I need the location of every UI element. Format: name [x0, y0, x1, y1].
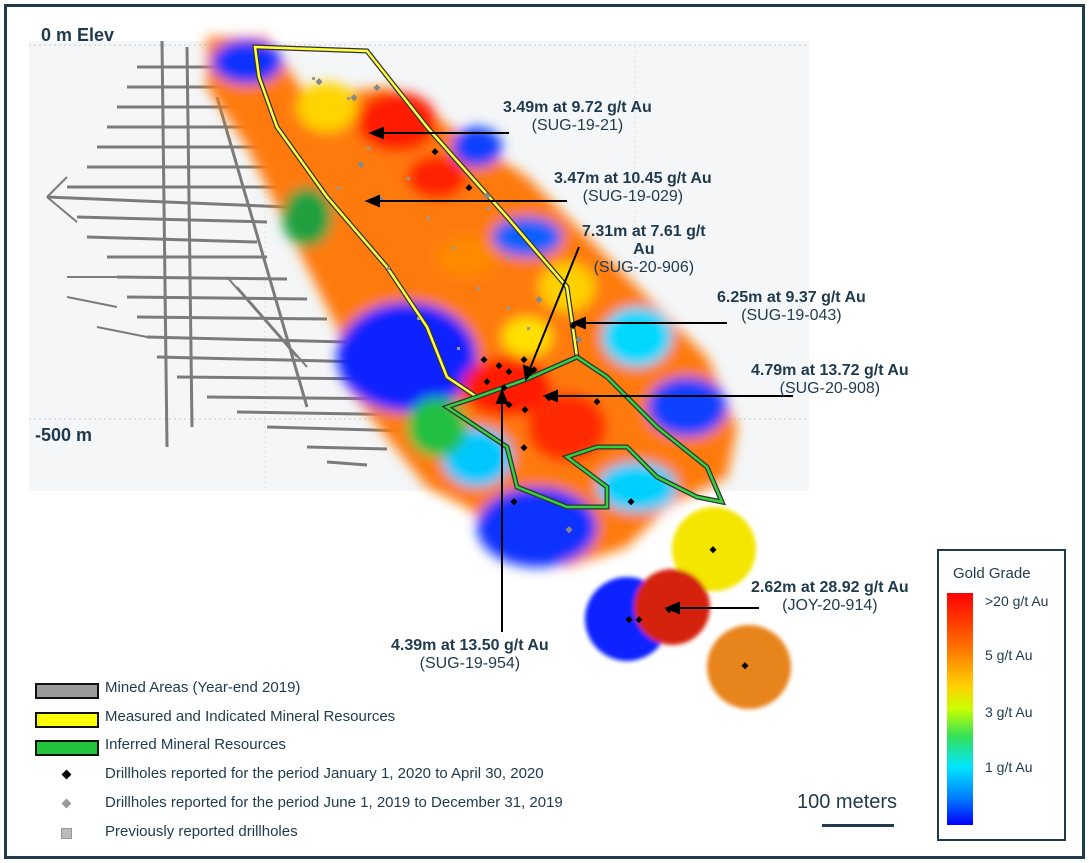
drillholes-2020	[431, 148, 749, 670]
legend-label: Measured and Indicated Mineral Resources	[105, 708, 396, 725]
legend-item-drill-2019: Drillholes reported for the period June …	[33, 794, 673, 816]
callout-sug-20-908: 4.79m at 13.72 g/t Au (SUG-20-908)	[751, 362, 909, 398]
legend-item-inferred: Inferred Mineral Resources	[33, 736, 673, 758]
scale-bar-line	[822, 824, 894, 827]
grade-tick-label: 3 g/t Au	[985, 704, 1033, 720]
inferred-outline	[444, 355, 725, 509]
legend-item-measured: Measured and Indicated Mineral Resources	[33, 708, 673, 730]
callout-intercept: 6.25m at 9.37 g/t Au	[717, 289, 866, 306]
callout-sug-19-043: 6.25m at 9.37 g/t Au (SUG-19-043)	[717, 289, 866, 325]
gold-grade-color-ramp	[947, 593, 973, 825]
callout-intercept: 3.49m at 9.72 g/t Au	[503, 99, 652, 116]
measured-swatch	[35, 712, 99, 728]
callout-hole-id: (SUG-19-954)	[419, 655, 521, 672]
elevation-bottom-label: -500 m	[35, 425, 93, 445]
callout-hole-id: (SUG-20-908)	[779, 380, 881, 397]
callout-hole-id: (SUG-20-906)	[593, 259, 695, 276]
callout-intercept: 4.39m at 13.50 g/t Au	[391, 637, 549, 654]
callout-joy-20-914: 2.62m at 28.92 g/t Au (JOY-20-914)	[751, 579, 909, 615]
callout-intercept: 2.62m at 28.92 g/t Au	[751, 579, 909, 596]
legend-item-mined: Mined Areas (Year-end 2019)	[33, 679, 673, 701]
mined-swatch	[35, 683, 99, 699]
grade-tick-label: >20 g/t Au	[985, 593, 1049, 609]
inferred-swatch	[35, 740, 99, 756]
legend-label: Mined Areas (Year-end 2019)	[105, 679, 301, 696]
mined-areas	[46, 40, 418, 467]
callout-hole-id: (JOY-20-914)	[782, 597, 878, 614]
legend-label: Drillholes reported for the period June …	[105, 794, 563, 811]
legend-item-drill-2020: Drillholes reported for the period Janua…	[33, 765, 673, 787]
long-section-map	[29, 37, 809, 709]
grade-tick-label: 1 g/t Au	[985, 759, 1033, 775]
gold-grade-legend: Gold Grade >20 g/t Au 5 g/t Au 3 g/t Au …	[937, 549, 1066, 841]
legend-label: Drillholes reported for the period Janua…	[105, 765, 544, 782]
callout-sug-19-954: 4.39m at 13.50 g/t Au (SUG-19-954)	[391, 637, 549, 673]
callout-intercept: 4.79m at 13.72 g/t Au	[751, 362, 909, 379]
callout-hole-id: (SUG-19-21)	[531, 117, 624, 134]
map-frame: 0 m Elev -500 m 3.49m at 9.72 g/t Au (SU…	[4, 4, 1085, 859]
legend-item-drill-previous: Previously reported drillholes	[33, 823, 673, 845]
callout-intercept: 3.47m at 10.45 g/t Au	[554, 170, 712, 187]
legend-label: Inferred Mineral Resources	[105, 736, 286, 753]
callout-sug-20-906: 7.31m at 7.61 g/t Au (SUG-20-906)	[582, 223, 706, 277]
callout-intercept-cont: Au	[633, 241, 655, 258]
callout-intercept: 7.31m at 7.61 g/t	[582, 223, 706, 240]
elevation-top-label: 0 m Elev	[41, 25, 115, 45]
previous-drillholes	[312, 77, 530, 350]
callout-arrows	[364, 126, 793, 632]
scale-bar-label: 100 meters	[797, 791, 898, 813]
callout-sug-19-029: 3.47m at 10.45 g/t Au (SUG-19-029)	[554, 170, 712, 206]
grey-diamond-icon	[61, 798, 72, 809]
grade-tick-label: 5 g/t Au	[985, 647, 1033, 663]
grey-square-icon	[61, 828, 72, 839]
gold-grade-title: Gold Grade	[953, 565, 1031, 582]
legend-label: Previously reported drillholes	[105, 823, 298, 840]
callout-sug-19-21: 3.49m at 9.72 g/t Au (SUG-19-21)	[503, 99, 652, 135]
callout-hole-id: (SUG-19-043)	[741, 307, 842, 324]
black-diamond-icon	[61, 769, 72, 780]
callout-hole-id: (SUG-19-029)	[582, 188, 684, 205]
